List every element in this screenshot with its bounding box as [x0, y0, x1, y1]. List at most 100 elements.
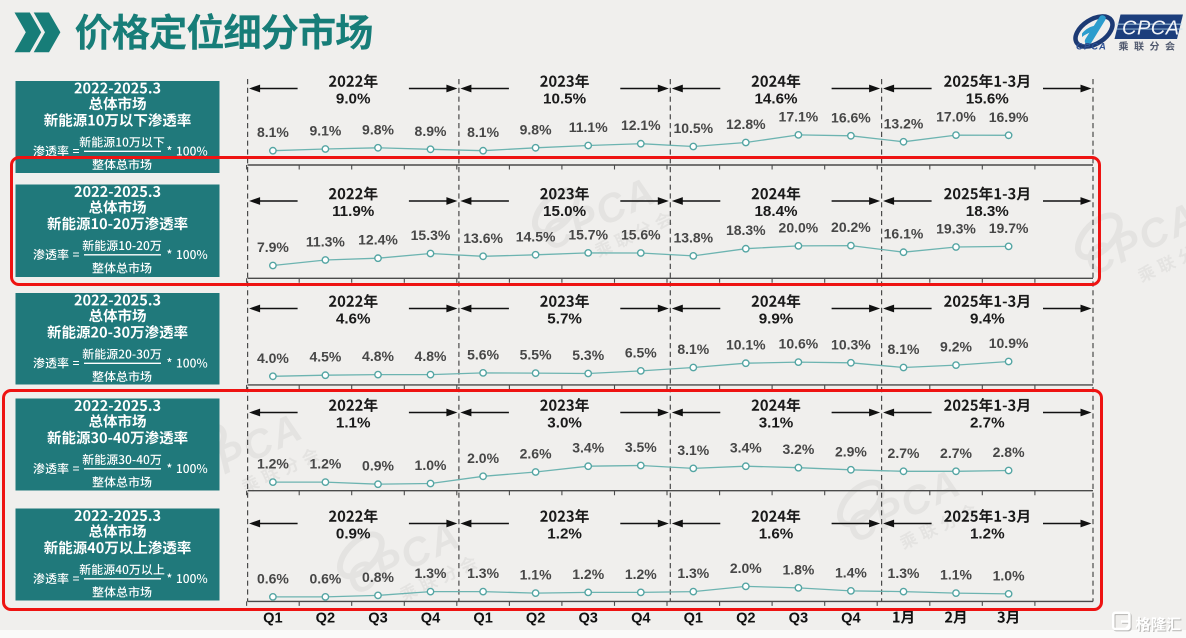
svg-text:Q2: Q2 [316, 611, 335, 627]
svg-text:4.8%: 4.8% [362, 348, 394, 364]
svg-text:10.5%: 10.5% [543, 91, 587, 108]
svg-text:1.1%: 1.1% [940, 567, 972, 583]
svg-text:7.9%: 7.9% [257, 239, 289, 255]
svg-text:10.9%: 10.9% [989, 335, 1029, 351]
svg-text:9.1%: 9.1% [309, 123, 341, 139]
svg-text:11.1%: 11.1% [569, 119, 608, 135]
svg-text:9.0%: 9.0% [336, 91, 371, 108]
svg-text:Q2: Q2 [736, 611, 755, 627]
svg-text:13.8%: 13.8% [673, 229, 713, 245]
svg-text:4.5%: 4.5% [309, 349, 341, 365]
svg-text:Q4: Q4 [631, 611, 651, 627]
svg-text:15.6%: 15.6% [966, 91, 1010, 108]
svg-text:1.4%: 1.4% [835, 564, 867, 580]
svg-text:1.3%: 1.3% [888, 565, 920, 581]
svg-text:1.1%: 1.1% [520, 567, 552, 583]
svg-text:14.5%: 14.5% [516, 228, 556, 244]
svg-text:2.7%: 2.7% [940, 445, 972, 461]
svg-text:1.2%: 1.2% [970, 526, 1005, 543]
svg-text:10.1%: 10.1% [726, 337, 766, 353]
svg-text:0.9%: 0.9% [336, 526, 371, 543]
svg-text:8.1%: 8.1% [677, 341, 709, 357]
svg-text:18.4%: 18.4% [754, 203, 798, 220]
svg-text:12.8%: 12.8% [726, 116, 766, 132]
svg-text:Q3: Q3 [789, 611, 808, 627]
svg-text:12.1%: 12.1% [621, 117, 661, 133]
svg-text:1.1%: 1.1% [336, 415, 371, 432]
svg-text:5.3%: 5.3% [572, 347, 604, 363]
svg-text:9.9%: 9.9% [759, 311, 794, 328]
svg-text:0.8%: 0.8% [362, 569, 394, 585]
svg-text:1.0%: 1.0% [415, 457, 447, 473]
svg-text:3.4%: 3.4% [572, 440, 604, 456]
svg-text:15.3%: 15.3% [411, 227, 451, 243]
svg-text:6.5%: 6.5% [625, 344, 657, 360]
svg-text:2.6%: 2.6% [520, 446, 552, 462]
svg-text:12.4%: 12.4% [358, 232, 398, 248]
svg-text:9.8%: 9.8% [520, 121, 552, 137]
svg-text:15.7%: 15.7% [568, 226, 608, 242]
svg-text:3.1%: 3.1% [677, 442, 709, 458]
svg-text:2.0%: 2.0% [467, 450, 499, 466]
svg-text:CPCA: CPCA [1076, 42, 1107, 53]
svg-text:16.9%: 16.9% [989, 109, 1029, 125]
svg-text:1.2%: 1.2% [572, 566, 604, 582]
svg-text:Q3: Q3 [368, 611, 387, 627]
svg-text:Q4: Q4 [421, 611, 441, 627]
svg-text:8.1%: 8.1% [467, 124, 499, 140]
svg-text:15.0%: 15.0% [543, 203, 587, 220]
svg-text:9.2%: 9.2% [940, 339, 972, 355]
svg-text:11.3%: 11.3% [306, 234, 345, 250]
svg-text:1.0%: 1.0% [993, 567, 1025, 583]
svg-text:1.2%: 1.2% [625, 566, 657, 582]
svg-text:16.1%: 16.1% [884, 226, 924, 242]
svg-text:2.0%: 2.0% [730, 560, 762, 576]
svg-text:3.4%: 3.4% [730, 440, 762, 456]
svg-text:Q1: Q1 [263, 611, 282, 627]
svg-text:3.5%: 3.5% [625, 439, 657, 455]
svg-text:5.5%: 5.5% [520, 347, 552, 363]
svg-text:2.8%: 2.8% [993, 444, 1025, 460]
svg-text:17.0%: 17.0% [936, 109, 976, 125]
svg-text:3.1%: 3.1% [759, 415, 794, 432]
svg-text:20.2%: 20.2% [831, 219, 871, 235]
svg-text:Q1: Q1 [473, 611, 492, 627]
svg-text:1.3%: 1.3% [415, 565, 447, 581]
svg-text:1.2%: 1.2% [309, 456, 341, 472]
svg-text:10.3%: 10.3% [831, 336, 871, 352]
svg-text:10.6%: 10.6% [779, 336, 819, 352]
svg-text:0.6%: 0.6% [309, 570, 341, 586]
svg-text:2.9%: 2.9% [835, 443, 867, 459]
svg-text:4.8%: 4.8% [415, 348, 447, 364]
svg-text:9.8%: 9.8% [362, 121, 394, 137]
svg-text:4.0%: 4.0% [257, 350, 289, 366]
svg-text:18.3%: 18.3% [966, 203, 1010, 220]
svg-text:Q1: Q1 [684, 611, 703, 627]
svg-text:4.6%: 4.6% [336, 311, 371, 328]
svg-text:19.7%: 19.7% [989, 220, 1029, 236]
svg-text:1.3%: 1.3% [467, 565, 499, 581]
svg-text:1.3%: 1.3% [677, 565, 709, 581]
svg-text:11.9%: 11.9% [332, 203, 375, 220]
svg-text:17.1%: 17.1% [779, 108, 819, 124]
svg-text:3.0%: 3.0% [547, 415, 582, 432]
svg-text:8.1%: 8.1% [888, 341, 920, 357]
svg-text:10.5%: 10.5% [673, 120, 713, 136]
svg-text:CPCA: CPCA [1122, 18, 1180, 40]
svg-text:Q4: Q4 [841, 611, 861, 627]
svg-text:Q3: Q3 [578, 611, 597, 627]
svg-text:8.1%: 8.1% [257, 124, 289, 140]
svg-text:1.8%: 1.8% [782, 561, 814, 577]
svg-text:2.7%: 2.7% [970, 415, 1005, 432]
svg-text:13.6%: 13.6% [463, 230, 503, 246]
svg-text:19.3%: 19.3% [936, 221, 976, 237]
svg-text:1.2%: 1.2% [547, 526, 582, 543]
svg-text:5.6%: 5.6% [467, 346, 499, 362]
svg-text:8.9%: 8.9% [415, 123, 447, 139]
svg-text:16.6%: 16.6% [831, 109, 871, 125]
svg-text:0.6%: 0.6% [257, 570, 289, 586]
svg-text:Q2: Q2 [526, 611, 545, 627]
svg-text:5.7%: 5.7% [547, 311, 582, 328]
svg-text:2.7%: 2.7% [888, 445, 920, 461]
svg-text:20.0%: 20.0% [779, 219, 819, 235]
